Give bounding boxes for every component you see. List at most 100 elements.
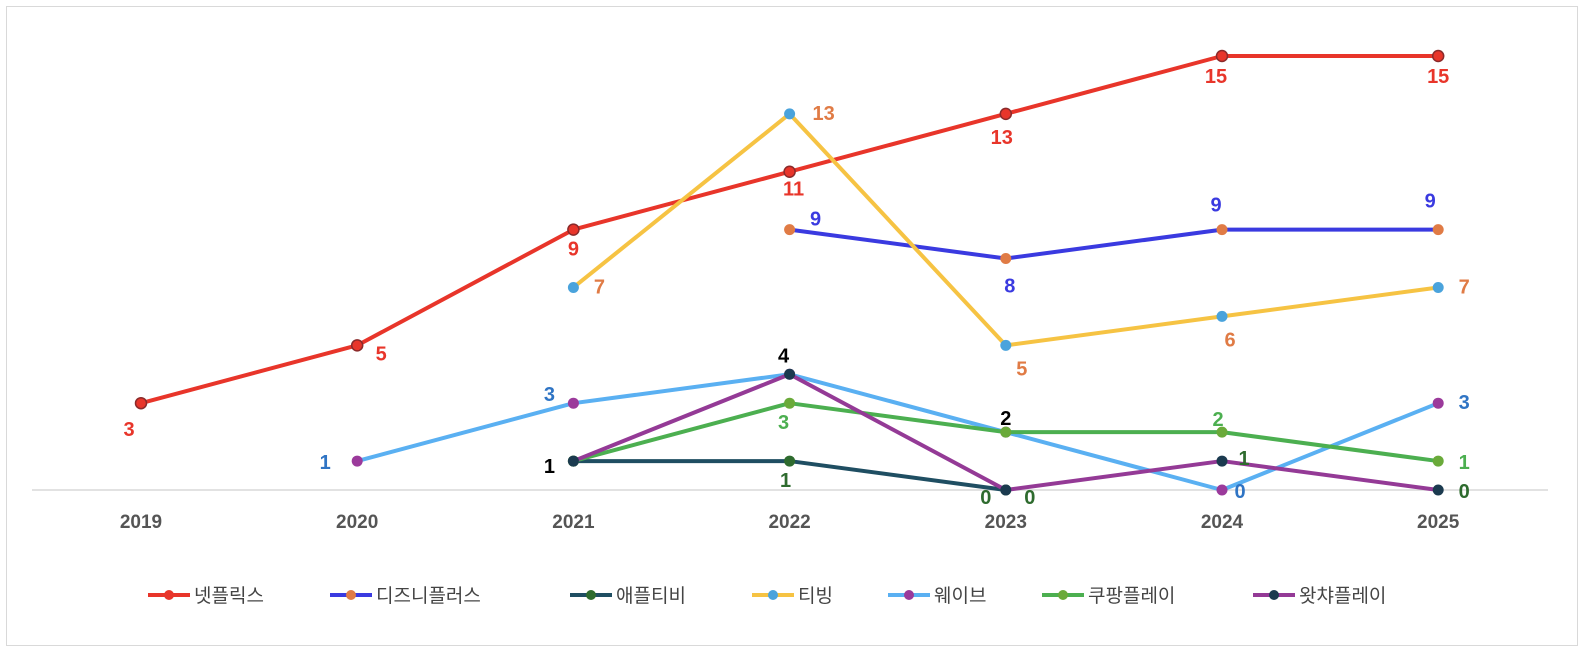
data-point [1432,397,1444,409]
x-tick-label: 2025 [1417,512,1460,533]
legend-label: 애플티비 [616,585,686,607]
data-label: 3 [123,419,134,441]
data-point [783,165,796,178]
legend-item: 애플티비 [570,585,686,607]
series-line [789,227,1439,261]
data-label: 0 [1234,481,1245,503]
data-point [350,339,364,352]
data-point [1432,224,1444,236]
data-label: 6 [1224,329,1235,351]
data-label: 7 [594,276,605,298]
legend-marker [346,590,356,600]
series-6: 4 0 1 0 [567,345,1470,509]
data-label: 1 [1238,448,1249,470]
legend-marker [904,590,914,600]
data-point [1216,426,1228,438]
data-point [1000,339,1012,351]
data-label: 0 [1459,481,1470,503]
legend-item: 디즈니플러스 [330,585,481,607]
data-point [1432,484,1444,496]
legend-label: 쿠팡플레이 [1088,585,1175,607]
data-point [1000,426,1012,438]
series-3: 7 13 5 6 7 [567,103,1470,380]
data-point [1216,310,1228,322]
series-1: 9 8 9 9 [784,191,1444,298]
data-label: 8 [1004,276,1015,298]
series-0: 3 5 9 11 13 15 15 [123,49,1449,441]
data-label: 1 [1459,452,1470,474]
x-tick-label: 2019 [120,512,162,533]
data-point [1000,484,1012,496]
data-point [999,107,1013,121]
data-label: 9 [1210,195,1221,217]
legend-item: 티빙 [752,585,833,607]
legend-item: 쿠팡플레이 [1042,585,1175,607]
data-label: 15 [1427,66,1449,88]
x-tick-label: 2023 [985,512,1027,533]
data-point [1216,484,1228,496]
legend-label: 넷플릭스 [194,585,264,607]
data-label: 15 [1205,66,1227,88]
data-point [784,224,796,236]
legend-label: 왓챠플레이 [1299,585,1386,607]
data-point [784,108,796,120]
data-label: 3 [1459,392,1470,414]
data-label: 13 [991,127,1013,149]
series-line [356,372,1439,492]
data-label: 2 [1000,408,1011,430]
data-label: 7 [1459,276,1470,298]
data-point [567,281,579,293]
data-label: 11 [783,179,804,201]
legend-marker [768,590,778,600]
data-point [567,455,579,467]
legend-marker [164,590,174,600]
data-point [784,368,796,380]
data-label: 5 [376,343,387,365]
data-label: 9 [568,239,579,261]
x-tick-label: 2022 [768,512,810,533]
x-tick-label: 2020 [336,512,378,533]
data-label: 13 [812,103,834,125]
data-label: 1 [320,452,331,474]
chart-frame [6,6,1578,646]
legend-marker [586,590,596,600]
data-point [784,397,796,409]
data-label: 1 [544,456,555,478]
data-label: 1 [780,470,791,492]
data-label: 9 [810,209,821,231]
series-2: 1 1 0 [544,455,1012,509]
data-point [1215,49,1229,63]
legend-marker [1058,590,1068,600]
data-label: 5 [1016,358,1027,380]
legend-item: 웨이브 [888,585,986,607]
data-label: 3 [778,412,789,434]
data-point [567,397,579,409]
data-point [1431,49,1445,63]
data-point [351,455,363,467]
x-tick-label: 2024 [1201,512,1244,533]
series-4: 1 3 2 0 3 [320,368,1470,503]
series-5: 3 21 [567,397,1470,474]
data-point [134,396,148,410]
legend-marker [1269,590,1279,600]
data-point [567,223,580,236]
data-point [1000,253,1012,265]
data-point [1432,455,1444,467]
data-label: 0 [1024,487,1035,509]
x-tick-label: 2021 [552,512,595,533]
legend-label: 디즈니플러스 [376,585,481,607]
legend-item: 넷플릭스 [148,585,264,607]
data-point [1432,281,1444,293]
legend-label: 티빙 [798,585,833,607]
data-label: 0 [980,487,991,509]
data-point [1216,455,1228,467]
legend-label: 웨이브 [934,585,986,607]
data-label: 9 [1425,191,1436,213]
data-point [784,455,796,467]
data-label: 2 [1212,409,1223,431]
legend-item: 왓챠플레이 [1253,585,1386,607]
data-label: 4 [778,345,790,367]
data-label: 3 [544,384,555,406]
data-point [1216,224,1228,236]
